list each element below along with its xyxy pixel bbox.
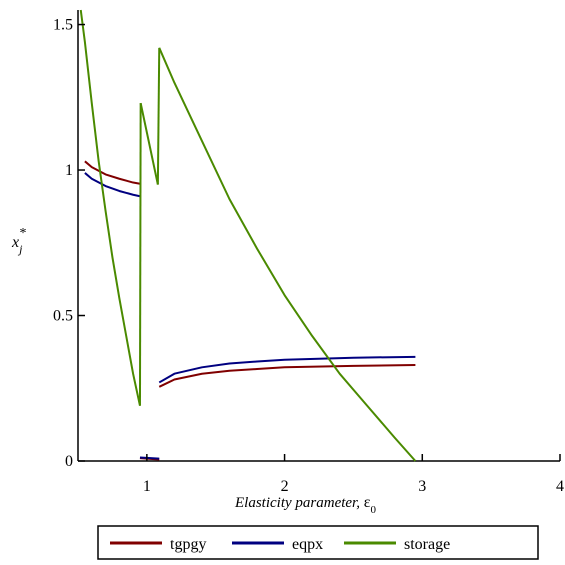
series-storage bbox=[79, 9, 417, 462]
legend-box bbox=[97, 525, 539, 560]
y-axis-title: xj* bbox=[11, 226, 26, 256]
x-tick-label: 2 bbox=[281, 478, 289, 495]
legend-items: tgpgy eqpx storage bbox=[110, 536, 450, 553]
series-line-storage bbox=[139, 102, 159, 185]
series-line-tgpgy bbox=[158, 363, 416, 388]
x-tick-label: 4 bbox=[556, 478, 564, 495]
axes bbox=[77, 10, 560, 462]
y-tick-label: 1 bbox=[65, 162, 73, 179]
x-tick-label: 3 bbox=[418, 478, 426, 495]
legend-label-tgpgy: tgpgy bbox=[170, 536, 206, 553]
series-layer bbox=[79, 9, 417, 462]
x-tick-label: 1 bbox=[143, 478, 151, 495]
series-line-storage bbox=[156, 47, 161, 185]
series-line-eqpx bbox=[158, 355, 416, 384]
series-tgpgy bbox=[84, 160, 416, 461]
x-axis-title: Elasticity parameter, ε0 bbox=[234, 494, 376, 516]
y-tick-label: 0.5 bbox=[53, 308, 73, 325]
legend-label-eqpx: eqpx bbox=[292, 536, 323, 553]
series-line-storage bbox=[138, 103, 142, 406]
series-line-storage bbox=[79, 9, 141, 406]
series-line-eqpx bbox=[84, 172, 141, 198]
legend-label-storage: storage bbox=[404, 536, 450, 553]
series-eqpx bbox=[84, 172, 416, 460]
series-line-tgpgy bbox=[84, 160, 141, 185]
ticks: 1 2 3 4 0 0.5 1 1.5 bbox=[53, 17, 564, 495]
y-tick-label: 1.5 bbox=[53, 17, 73, 34]
legend: tgpgy eqpx storage bbox=[97, 525, 539, 560]
series-line-storage bbox=[158, 47, 417, 462]
y-tick-label: 0 bbox=[65, 453, 73, 470]
series-line-eqpx bbox=[139, 456, 160, 460]
